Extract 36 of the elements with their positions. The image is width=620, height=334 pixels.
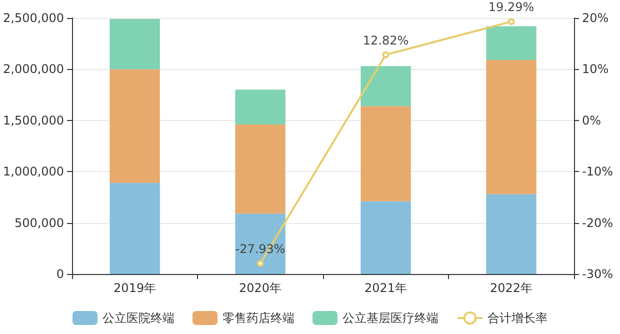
y2-tick-label: -20%: [582, 216, 614, 230]
y2-tick-label: -30%: [582, 267, 614, 281]
y-tick-label: 500,000: [14, 216, 64, 230]
x-tick-label: 2020年: [239, 281, 282, 295]
legend-label: 零售药店终端: [222, 311, 294, 325]
legend-label: 合计增长率: [488, 311, 548, 325]
point: [508, 18, 515, 26]
x-tick-label: 2022年: [490, 281, 533, 295]
data-label: 12.82%: [362, 33, 409, 48]
legend-label: 公立医院终端: [102, 311, 174, 325]
y-tick-label: 1,500,000: [2, 113, 64, 128]
bar: [486, 26, 536, 60]
bar: [235, 90, 286, 124]
x-tick-label: 2019年: [114, 281, 156, 295]
data-label: 19.29%: [488, 0, 534, 14]
bar: [360, 201, 411, 274]
y2-tick-label: 20%: [582, 11, 609, 25]
y-tick-label: 0: [56, 267, 64, 281]
y2-tick-label: 0%: [582, 113, 602, 128]
point: [382, 51, 390, 58]
bar: [110, 182, 160, 274]
bar: [360, 106, 411, 202]
bar: [486, 194, 536, 274]
x-tick-label: 2021年: [364, 281, 408, 295]
y2-tick-label: 10%: [582, 62, 609, 76]
y2-tick-label: -10%: [582, 164, 614, 179]
bar: [110, 69, 160, 183]
point: [256, 260, 264, 267]
y-tick-label: 2,000,000: [2, 62, 64, 76]
bar: [110, 19, 160, 70]
bar: [235, 124, 286, 214]
bar: [360, 66, 411, 106]
bar: [486, 60, 536, 194]
y-tick-label: 2,500,000: [2, 11, 64, 25]
legend-label: 公立基层医疗终端: [342, 311, 438, 325]
y-tick-label: 1,000,000: [2, 164, 64, 179]
